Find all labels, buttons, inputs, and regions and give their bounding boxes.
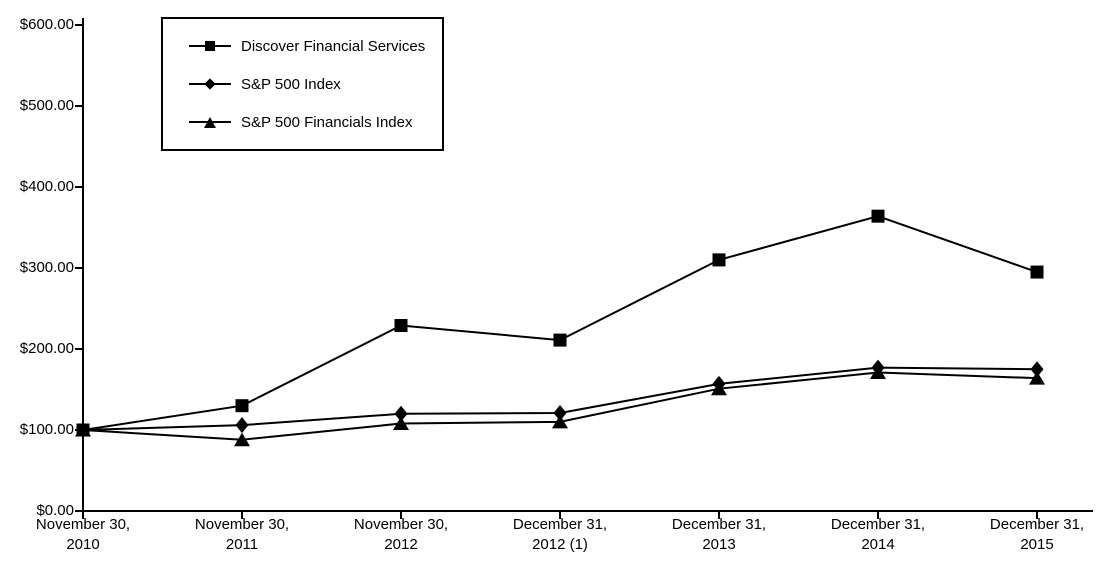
data-point-diamond: [394, 405, 408, 422]
data-point-triangle: [393, 416, 409, 431]
chart-legend: Discover Financial Services S&P 500 Inde…: [161, 17, 444, 151]
data-point-triangle: [552, 414, 568, 429]
data-point-triangle: [1029, 371, 1045, 385]
legend-item-sp500-index: S&P 500 Index: [189, 76, 438, 93]
data-point-triangle: [234, 432, 250, 447]
data-point-square: [235, 399, 249, 413]
x-tick-label: December 31, 2015: [989, 516, 1085, 553]
data-point-square: [1030, 265, 1044, 279]
data-point-square: [712, 253, 726, 267]
data-point-square: [871, 209, 885, 223]
x-tick-label: December 31, 2012 (1): [512, 516, 608, 553]
triangle-marker-icon: [189, 115, 231, 129]
legend-label: S&P 500 Index: [241, 75, 341, 93]
x-tick-label: December 31, 2014: [830, 516, 926, 553]
legend-item-discover-financial-services: Discover Financial Services: [189, 38, 438, 55]
y-tick-label: $100.00: [19, 421, 74, 438]
data-point-triangle: [870, 365, 886, 379]
legend-item-sp500-financials-index: S&P 500 Financials Index: [189, 114, 438, 131]
data-point-square: [553, 333, 567, 347]
data-point-triangle: [75, 423, 91, 437]
data-point-diamond: [553, 404, 567, 421]
y-tick-label: $500.00: [19, 97, 74, 114]
y-tick-label: $300.00: [19, 259, 74, 276]
series-line-discover-financial-services: [82, 215, 1038, 431]
data-point-diamond: [1030, 361, 1044, 378]
y-tick-label: $600.00: [19, 16, 74, 33]
square-marker-icon: [189, 39, 231, 53]
data-point-diamond: [235, 417, 249, 434]
x-tick-label: December 31, 2013: [671, 516, 767, 553]
x-tick-label: November 30, 2012: [353, 516, 449, 553]
diamond-marker-icon: [189, 77, 231, 91]
x-tick-label: November 30, 2010: [35, 516, 131, 553]
data-point-triangle: [711, 381, 727, 396]
x-tick-label: November 30, 2011: [194, 516, 290, 553]
data-point-square: [394, 319, 408, 333]
legend-label: S&P 500 Financials Index: [241, 113, 413, 131]
legend-label: Discover Financial Services: [241, 37, 426, 55]
y-tick-label: $200.00: [19, 340, 74, 357]
y-tick-label: $0.00: [36, 502, 74, 519]
y-tick-label: $400.00: [19, 178, 74, 195]
